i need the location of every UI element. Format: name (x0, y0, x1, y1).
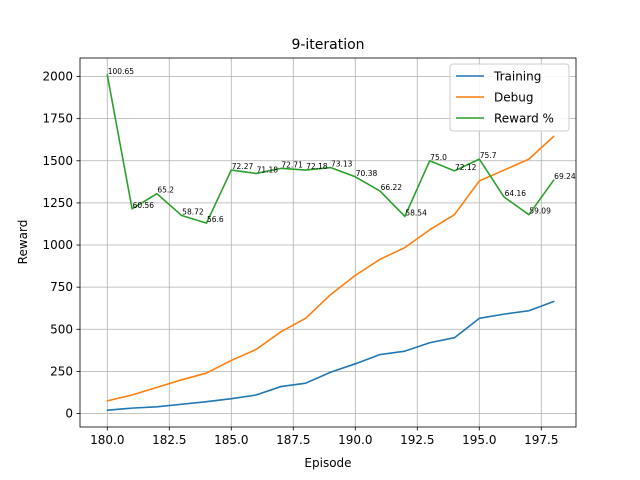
legend-label: Reward % (494, 112, 554, 126)
data-label: 100.65 (108, 67, 134, 76)
data-label: 58.54 (405, 208, 427, 217)
data-label: 64.16 (505, 189, 527, 198)
data-label: 66.22 (381, 183, 403, 192)
data-label: 75.0 (430, 153, 447, 162)
data-label: 65.2 (157, 186, 174, 195)
chart-title: 9-iteration (291, 37, 364, 53)
x-axis-label: Episode (304, 456, 351, 470)
data-label: 72.18 (306, 162, 328, 171)
x-tick-label: 197.5 (524, 433, 558, 447)
data-label: 59.09 (529, 207, 551, 216)
data-label: 58.72 (182, 208, 204, 217)
legend-box (449, 63, 570, 132)
plot-frame (79, 57, 577, 428)
x-tick-label: 182.5 (152, 433, 186, 447)
y-tick-label: 1000 (42, 238, 73, 252)
data-label: 72.71 (281, 160, 303, 169)
series-line-reward (106, 74, 555, 224)
x-tick-label: 192.5 (400, 433, 434, 447)
series-lines (106, 74, 555, 411)
x-tick-label: 180.0 (90, 433, 124, 447)
y-tick-label: 250 (50, 364, 73, 378)
data-label: 69.24 (554, 172, 576, 181)
legend-label: Training (493, 70, 541, 84)
series-line-training (106, 300, 555, 411)
y-tick-label: 500 (50, 322, 73, 336)
y-tick-label: 1750 (42, 112, 73, 126)
x-tick-label: 185.0 (214, 433, 248, 447)
legend-label: Debug (494, 91, 533, 105)
y-tick-label: 0 (65, 407, 73, 421)
legend: Training Debug Reward % (449, 63, 570, 132)
data-label: 72.12 (455, 163, 477, 172)
data-label: 72.27 (232, 162, 254, 171)
y-axis-label: Reward (16, 220, 30, 265)
x-tick-label: 190.0 (338, 433, 372, 447)
data-label: 73.13 (331, 160, 353, 169)
data-label: 60.56 (133, 201, 155, 210)
data-label: 71.18 (257, 165, 279, 174)
y-tick-label: 750 (50, 280, 73, 294)
axis-ticks: 180.0 182.5 185.0 187.5 190.0 192.5 195.0 197.5… (42, 70, 558, 447)
data-label: 56.6 (207, 215, 224, 224)
x-tick-label: 195.0 (462, 433, 496, 447)
x-tick-label: 187.5 (276, 433, 310, 447)
data-label: 70.38 (356, 169, 378, 178)
series-line-debug (106, 135, 555, 402)
y-tick-label: 1250 (42, 196, 73, 210)
y-tick-label: 1500 (42, 154, 73, 168)
data-label: 75.7 (480, 151, 497, 160)
y-tick-label: 2000 (42, 70, 73, 84)
